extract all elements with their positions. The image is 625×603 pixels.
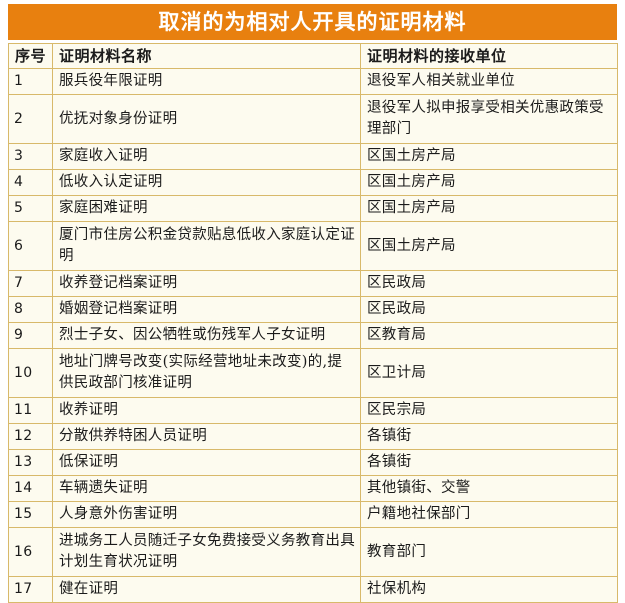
cell-certificate-name: 车辆遗失证明 xyxy=(52,475,361,502)
cell-certificate-name: 进城务工人员随迁子女免费接受义务教育出具计划生育状况证明 xyxy=(52,527,361,577)
cell-certificate-name: 人身意外伤害证明 xyxy=(52,501,361,528)
table-row: 6 厦门市住房公积金贷款贴息低收入家庭认定证明 区国土房产局 xyxy=(8,221,618,271)
cell-receiving-unit: 区国土房产局 xyxy=(360,143,618,170)
cell-receiving-unit: 区国土房产局 xyxy=(360,169,618,196)
cell-index: 2 xyxy=(8,94,53,144)
cell-receiving-unit: 教育部门 xyxy=(360,527,618,577)
cell-receiving-unit: 各镇街 xyxy=(360,449,618,476)
table-header: 序号 证明材料名称 证明材料的接收单位 xyxy=(8,43,618,69)
table-body: 1 服兵役年限证明 退役军人相关就业单位 2 优抚对象身份证明 退役军人拟申报享受相关优惠… xyxy=(8,68,618,603)
cell-certificate-name: 婚姻登记档案证明 xyxy=(52,296,361,323)
table-row: 2 优抚对象身份证明 退役军人拟申报享受相关优惠政策受理部门 xyxy=(8,94,618,144)
cell-certificate-name: 家庭困难证明 xyxy=(52,195,361,222)
cell-certificate-name: 优抚对象身份证明 xyxy=(52,94,361,144)
cell-certificate-name: 低保证明 xyxy=(52,449,361,476)
cell-receiving-unit: 区国土房产局 xyxy=(360,195,618,222)
cell-receiving-unit: 区民政局 xyxy=(360,296,618,323)
cell-receiving-unit: 区国土房产局 xyxy=(360,221,618,271)
cell-index: 3 xyxy=(8,143,53,170)
cell-certificate-name: 分散供养特困人员证明 xyxy=(52,423,361,450)
cell-receiving-unit: 各镇街 xyxy=(360,423,618,450)
cell-receiving-unit: 区卫计局 xyxy=(360,348,618,398)
table-row: 1 服兵役年限证明 退役军人相关就业单位 xyxy=(8,68,618,95)
cell-index: 14 xyxy=(8,475,53,502)
table-row: 7 收养登记档案证明 区民政局 xyxy=(8,270,618,297)
cell-receiving-unit: 区民政局 xyxy=(360,270,618,297)
cell-certificate-name: 健在证明 xyxy=(52,576,361,603)
cell-index: 13 xyxy=(8,449,53,476)
column-header-unit: 证明材料的接收单位 xyxy=(360,43,618,69)
cell-certificate-name: 低收入认定证明 xyxy=(52,169,361,196)
table-row: 13 低保证明 各镇街 xyxy=(8,449,618,476)
cell-index: 11 xyxy=(8,397,53,424)
table-row: 10 地址门牌号改变(实际经营地址未改变)的,提供民政部门核准证明 区卫计局 xyxy=(8,348,618,398)
table-row: 12 分散供养特困人员证明 各镇街 xyxy=(8,423,618,450)
table-row: 8 婚姻登记档案证明 区民政局 xyxy=(8,296,618,323)
table-row: 4 低收入认定证明 区国土房产局 xyxy=(8,169,618,196)
cell-receiving-unit: 退役军人拟申报享受相关优惠政策受理部门 xyxy=(360,94,618,144)
table-row: 15 人身意外伤害证明 户籍地社保部门 xyxy=(8,501,618,528)
cell-certificate-name: 烈士子女、因公牺牲或伤残军人子女证明 xyxy=(52,322,361,349)
table-row: 3 家庭收入证明 区国土房产局 xyxy=(8,143,618,170)
cell-receiving-unit: 户籍地社保部门 xyxy=(360,501,618,528)
cell-certificate-name: 收养登记档案证明 xyxy=(52,270,361,297)
cell-receiving-unit: 退役军人相关就业单位 xyxy=(360,68,618,95)
cell-index: 7 xyxy=(8,270,53,297)
cell-certificate-name: 服兵役年限证明 xyxy=(52,68,361,95)
cell-certificate-name: 家庭收入证明 xyxy=(52,143,361,170)
table-row: 14 车辆遗失证明 其他镇街、交警 xyxy=(8,475,618,502)
column-header-name: 证明材料名称 xyxy=(52,43,361,69)
table-header-row: 序号 证明材料名称 证明材料的接收单位 xyxy=(8,43,618,69)
cell-index: 4 xyxy=(8,169,53,196)
cell-index: 12 xyxy=(8,423,53,450)
cell-certificate-name: 厦门市住房公积金贷款贴息低收入家庭认定证明 xyxy=(52,221,361,271)
cell-receiving-unit: 区教育局 xyxy=(360,322,618,349)
table-row: 11 收养证明 区民宗局 xyxy=(8,397,618,424)
cell-index: 10 xyxy=(8,348,53,398)
cell-index: 16 xyxy=(8,527,53,577)
document-title-banner: 取消的为相对人开具的证明材料 xyxy=(8,4,617,40)
certificates-table: 序号 证明材料名称 证明材料的接收单位 1 服兵役年限证明 退役军人相关就业单位 2 优… xyxy=(8,43,618,603)
cell-index: 8 xyxy=(8,296,53,323)
table-row: 16 进城务工人员随迁子女免费接受义务教育出具计划生育状况证明 教育部门 xyxy=(8,527,618,577)
table-row: 5 家庭困难证明 区国土房产局 xyxy=(8,195,618,222)
cell-certificate-name: 地址门牌号改变(实际经营地址未改变)的,提供民政部门核准证明 xyxy=(52,348,361,398)
page-title: 取消的为相对人开具的证明材料 xyxy=(158,9,467,34)
column-header-no: 序号 xyxy=(8,43,53,69)
cell-index: 15 xyxy=(8,501,53,528)
cell-receiving-unit: 其他镇街、交警 xyxy=(360,475,618,502)
cell-index: 17 xyxy=(8,576,53,603)
cell-certificate-name: 收养证明 xyxy=(52,397,361,424)
cell-receiving-unit: 区民宗局 xyxy=(360,397,618,424)
table-row: 17 健在证明 社保机构 xyxy=(8,576,618,603)
cell-index: 5 xyxy=(8,195,53,222)
cell-index: 9 xyxy=(8,322,53,349)
table-row: 9 烈士子女、因公牺牲或伤残军人子女证明 区教育局 xyxy=(8,322,618,349)
cell-index: 6 xyxy=(8,221,53,271)
cell-index: 1 xyxy=(8,68,53,95)
cell-receiving-unit: 社保机构 xyxy=(360,576,618,603)
